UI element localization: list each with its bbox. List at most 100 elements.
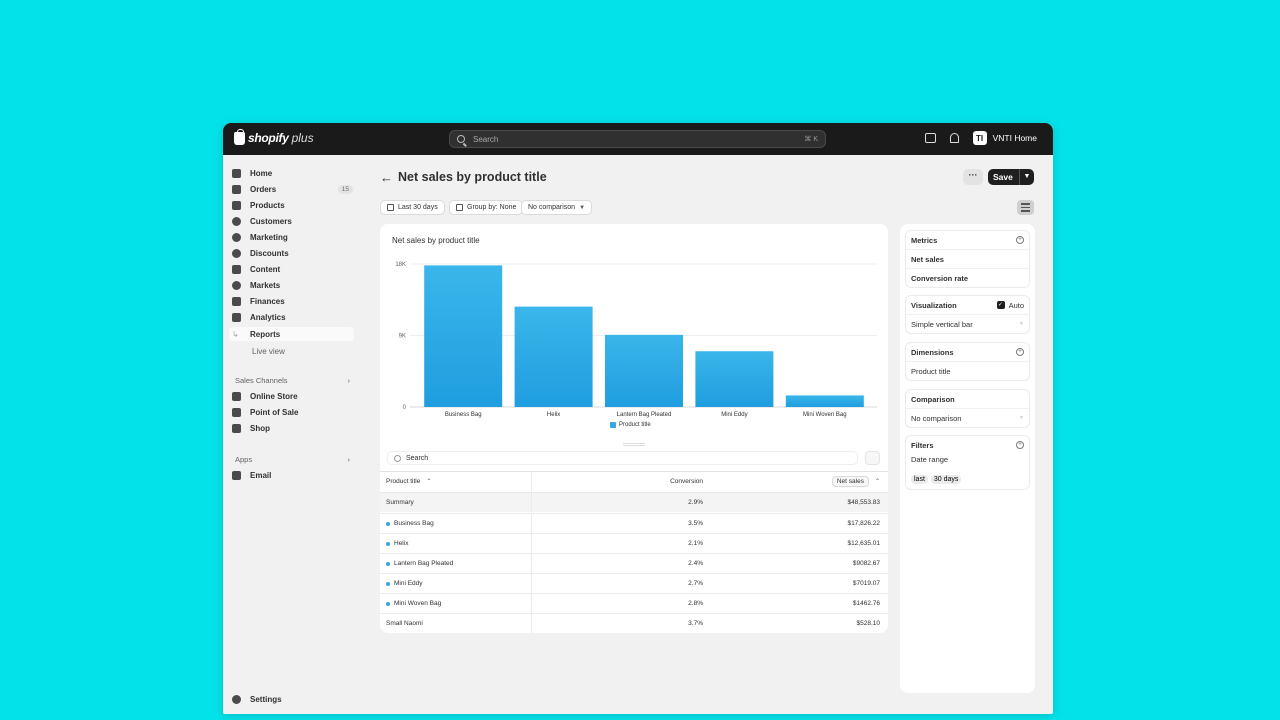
filter-pill[interactable]: 30 days — [930, 475, 962, 484]
sidebar-item-shop[interactable]: Shop — [232, 421, 353, 435]
table-row[interactable]: Helix 2.1% $12,635.01 — [380, 533, 888, 553]
apps-header[interactable]: Apps › — [235, 455, 350, 464]
sidebar-item-label: Reports — [250, 329, 281, 339]
table-row[interactable]: Mini Eddy 2.7% $7019.07 — [380, 573, 888, 593]
table-row[interactable]: Lantern Bag Pleated 2.4% $9082.67 — [380, 553, 888, 573]
bar-lantern-bag-pleated[interactable] — [605, 334, 683, 407]
calendar-icon — [387, 204, 394, 211]
bar-mini-eddy[interactable] — [695, 351, 774, 407]
table-row[interactable]: Mini Woven Bag 2.8% $1462.76 — [380, 593, 888, 613]
comparison-filter[interactable]: No comparison ▼ — [521, 200, 593, 215]
sidebar-item-orders[interactable]: Orders 15 — [232, 182, 353, 196]
bar-business-bag[interactable] — [424, 265, 503, 407]
logo-text: shopify — [248, 131, 289, 145]
sidebar-item-label: Discounts — [250, 248, 289, 258]
sidebar: Home Orders 15 Products Customers Marketi… — [223, 155, 363, 714]
chip-label: Last 30 days — [398, 204, 438, 211]
date-range-filter[interactable]: Last 30 days — [380, 200, 445, 215]
sales-channels-header[interactable]: Sales Channels › — [235, 376, 350, 385]
sidebar-item-customers[interactable]: Customers — [232, 214, 353, 228]
discount-icon — [232, 248, 241, 258]
column-header-product-title[interactable]: Product title ⌃ — [386, 472, 531, 491]
content-icon — [232, 264, 241, 274]
sidebar-item-finances[interactable]: Finances — [232, 294, 353, 308]
sidebar-item-settings[interactable]: Settings — [232, 695, 282, 704]
store-avatar[interactable]: TI — [972, 131, 987, 145]
visualization-header: Visualization ✓ Auto — [906, 296, 1029, 314]
sidebar-item-live-view[interactable]: Live view — [252, 347, 285, 356]
series-dot-icon — [386, 601, 390, 606]
sidebar-item-point-of-sale[interactable]: Point of Sale — [232, 405, 353, 419]
shopify-logo[interactable]: shopify plus — [234, 128, 314, 145]
table-search-input[interactable]: Search — [387, 451, 858, 465]
metric-conversion-rate[interactable]: Conversion rate — [906, 268, 1029, 287]
y-tick-label: 18K — [395, 262, 406, 268]
store-name[interactable]: VNTI Home — [992, 133, 1037, 143]
table-row[interactable]: Small Naomi 3.7% $528.10 — [380, 613, 888, 633]
bell-icon[interactable] — [949, 133, 959, 143]
sidebar-item-label: Customers — [250, 216, 292, 226]
y-tick-label: 0 — [403, 405, 407, 411]
filter-pill[interactable]: last — [911, 475, 928, 484]
sidebar-item-content[interactable]: Content — [232, 262, 353, 276]
group-by-filter[interactable]: Group by: None — [449, 200, 524, 215]
save-button[interactable]: Save ▼ — [988, 169, 1034, 185]
sidebar-item-products[interactable]: Products — [232, 198, 353, 212]
column-header-conversion[interactable]: Conversion — [531, 472, 703, 491]
bar-mini-woven-bag[interactable] — [785, 395, 864, 407]
cell-text: Small Naomi — [386, 620, 423, 627]
sidebar-item-marketing[interactable]: Marketing — [232, 230, 353, 244]
sidebar-item-online-store[interactable]: Online Store — [232, 389, 353, 403]
column-header-net-sales[interactable]: Net sales ⌃ — [703, 472, 880, 491]
sidebar-item-analytics[interactable]: Analytics — [232, 310, 353, 324]
page-title: Net sales by product title — [398, 170, 547, 184]
add-filter-icon[interactable]: + — [1016, 441, 1024, 449]
header-label: Net sales — [831, 476, 869, 487]
filter-date-range-label[interactable]: Date range — [911, 455, 949, 464]
more-actions-button[interactable]: ··· — [963, 169, 983, 185]
add-dimension-icon[interactable]: + — [1016, 348, 1024, 356]
filters-section: Filters + Date range last 30 days — [905, 435, 1030, 490]
x-category-label: Business Bag — [445, 412, 482, 418]
comparison-select[interactable]: No comparison ▼ — [906, 408, 1029, 427]
sidebar-item-reports[interactable]: ↳ Reports — [229, 327, 354, 341]
metrics-section: Metrics + Net sales Conversion rate — [905, 230, 1030, 288]
table-row[interactable]: Business Bag 3.5% $17,826.22 — [380, 513, 888, 533]
metric-net-sales[interactable]: Net sales — [906, 249, 1029, 268]
sidebar-item-label: Point of Sale — [250, 407, 299, 417]
orders-icon — [232, 184, 241, 194]
sort-icon[interactable]: ⌃ — [874, 479, 880, 485]
metrics-header: Metrics + — [906, 231, 1029, 249]
sidebar-item-home[interactable]: Home — [232, 166, 353, 180]
cell-text: Business Bag — [394, 520, 434, 527]
table-options-button[interactable] — [865, 451, 880, 465]
dimension-product-title[interactable]: Product title — [906, 361, 1029, 380]
back-arrow-icon[interactable]: ← — [380, 170, 393, 185]
resize-handle[interactable] — [623, 443, 645, 446]
bar-helix[interactable] — [514, 306, 593, 407]
chevron-down-icon: ▼ — [1019, 415, 1024, 421]
x-category-label: Mini Eddy — [721, 412, 747, 418]
auto-checkbox[interactable]: ✓ Auto — [996, 301, 1024, 310]
sort-icon[interactable]: ⌃ — [426, 479, 432, 485]
add-metric-icon[interactable]: + — [1016, 236, 1024, 244]
visualization-select[interactable]: Simple vertical bar ▼ — [906, 314, 1029, 333]
customize-panel-toggle[interactable] — [1017, 200, 1034, 215]
filter-pills: last 30 days — [906, 468, 1029, 486]
header-label: Product title — [386, 478, 421, 485]
section-label: Metrics — [911, 235, 938, 245]
store-icon — [232, 391, 241, 401]
global-search-input[interactable]: Search ⌘ K — [449, 130, 826, 148]
sidebar-item-label: Markets — [250, 280, 281, 290]
store-status-icon[interactable] — [924, 133, 936, 143]
sidebar-item-label: Shop — [250, 423, 270, 433]
cell-text: Lantern Bag Pleated — [394, 560, 454, 567]
cell-product-title: Business Bag — [386, 514, 531, 533]
section-label: Comparison — [911, 394, 955, 404]
chevron-down-icon[interactable]: ▼ — [1019, 169, 1034, 185]
sidebar-item-email[interactable]: Email — [232, 468, 353, 482]
sidebar-item-discounts[interactable]: Discounts — [232, 246, 353, 260]
sidebar-item-markets[interactable]: Markets — [232, 278, 353, 292]
target-icon — [232, 232, 241, 242]
sidebar-item-label: Settings — [250, 695, 282, 704]
